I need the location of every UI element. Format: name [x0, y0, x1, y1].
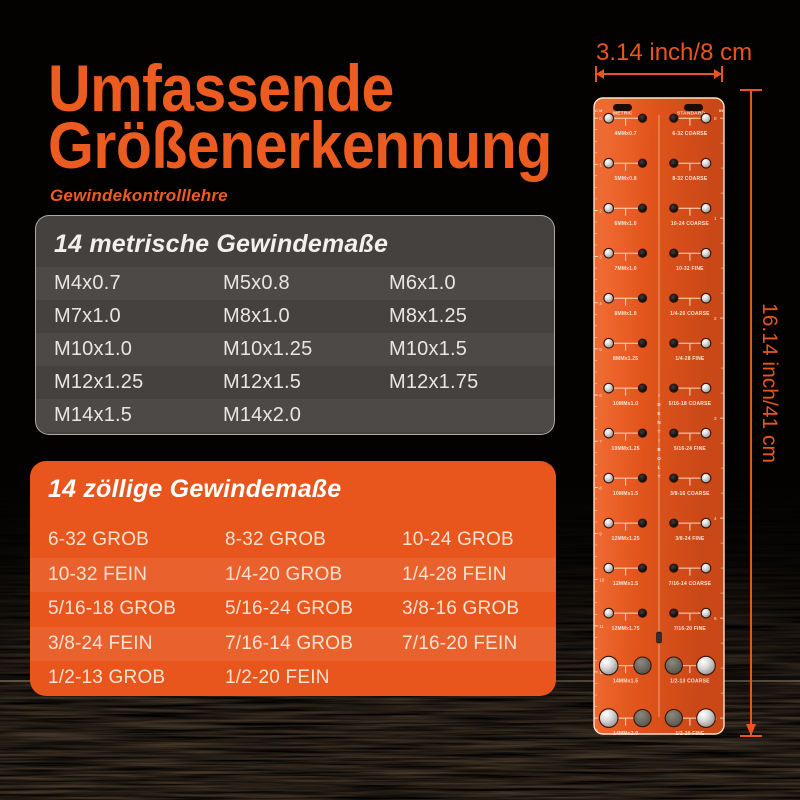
svg-text:METRIC: METRIC — [613, 111, 633, 117]
svg-text:9: 9 — [599, 532, 602, 537]
svg-text:3/8-24 FINE: 3/8-24 FINE — [675, 536, 705, 542]
svg-text:10-24 COARSE: 10-24 COARSE — [671, 221, 709, 227]
svg-text:10: 10 — [599, 578, 605, 583]
svg-text:0: 0 — [714, 116, 717, 121]
svg-text:5MMx0.8: 5MMx0.8 — [614, 176, 636, 182]
svg-text:5/16-18 COARSE: 5/16-18 COARSE — [669, 401, 712, 407]
svg-text:2: 2 — [714, 316, 717, 321]
svg-text:6MMx1.0: 6MMx1.0 — [614, 221, 636, 227]
svg-text:1/2-20 FINE: 1/2-20 FINE — [675, 731, 705, 735]
svg-text:7: 7 — [599, 439, 602, 444]
svg-text:1/4-20 COARSE: 1/4-20 COARSE — [670, 311, 710, 317]
svg-text:0: 0 — [599, 116, 602, 121]
svg-text:7/16-14 COARSE: 7/16-14 COARSE — [669, 581, 712, 587]
svg-text:12MMx1.5: 12MMx1.5 — [613, 581, 638, 587]
svg-text:4: 4 — [599, 301, 602, 306]
svg-text:14MMx2.0: 14MMx2.0 — [613, 731, 638, 735]
svg-text:IN: IN — [719, 108, 723, 113]
svg-text:E: E — [657, 411, 660, 416]
svg-text:4: 4 — [714, 516, 717, 521]
svg-text:8MMx1.0: 8MMx1.0 — [614, 311, 636, 317]
svg-text:10-32 FINE: 10-32 FINE — [676, 266, 704, 272]
svg-text:7/16-20 FINE: 7/16-20 FINE — [674, 626, 707, 632]
svg-text:I: I — [658, 438, 659, 443]
svg-text:1/4-28 FINE: 1/4-28 FINE — [675, 356, 705, 362]
svg-text:10MMx1.25: 10MMx1.25 — [611, 446, 639, 452]
svg-text:5: 5 — [599, 347, 602, 352]
svg-text:8: 8 — [599, 485, 602, 490]
svg-text:T: T — [658, 474, 661, 479]
svg-text:1: 1 — [599, 162, 602, 167]
svg-text:T: T — [658, 429, 661, 434]
svg-text:L: L — [658, 465, 661, 470]
svg-text:14MMx1.5: 14MMx1.5 — [613, 679, 638, 685]
svg-text:8-32 COARSE: 8-32 COARSE — [672, 176, 707, 182]
svg-text:3: 3 — [714, 416, 717, 421]
svg-text:O: O — [657, 456, 661, 461]
svg-text:2: 2 — [599, 209, 602, 214]
svg-text:8MMx1.25: 8MMx1.25 — [613, 356, 638, 362]
svg-text:1: 1 — [714, 216, 717, 221]
svg-text:C M: C M — [595, 108, 603, 113]
svg-text:10MMx1.5: 10MMx1.5 — [613, 491, 638, 497]
svg-text:4MMx0.7: 4MMx0.7 — [614, 131, 636, 137]
svg-text:10MMx1.0: 10MMx1.0 — [613, 401, 638, 407]
svg-text:11: 11 — [599, 624, 604, 629]
svg-text:7MMx1.0: 7MMx1.0 — [614, 266, 636, 272]
svg-text:5: 5 — [714, 616, 717, 621]
svg-text:3/8-16 COARSE: 3/8-16 COARSE — [670, 491, 710, 497]
svg-text:6: 6 — [599, 393, 602, 398]
svg-text:I: I — [658, 393, 659, 398]
svg-text:3: 3 — [599, 255, 602, 260]
svg-text:12MMx1.25: 12MMx1.25 — [611, 536, 639, 542]
svg-text:5/16-24 FINE: 5/16-24 FINE — [674, 446, 707, 452]
svg-text:STANDARD: STANDARD — [677, 111, 705, 117]
svg-text:6-32 COARSE: 6-32 COARSE — [672, 131, 707, 137]
svg-text:1/2-13 COARSE: 1/2-13 COARSE — [670, 679, 710, 685]
svg-text:12MMx1.75: 12MMx1.75 — [611, 626, 639, 632]
